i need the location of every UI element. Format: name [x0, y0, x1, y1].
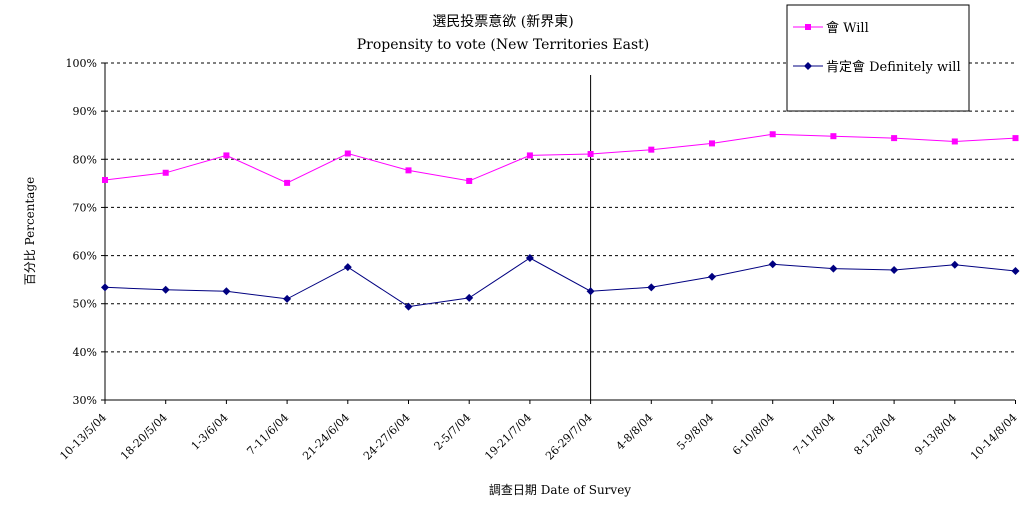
data-point-will	[102, 176, 108, 183]
data-point-definitely-will	[586, 287, 595, 296]
x-tick-label: 7-11/8/04	[791, 411, 838, 458]
x-tick-label: 18-20/5/04	[118, 411, 170, 463]
data-point-will	[162, 169, 169, 176]
x-tick-label: 24-27/6/04	[361, 411, 413, 463]
series-line	[104, 257, 1016, 308]
x-tick-label: 26-29/7/04	[543, 411, 595, 463]
y-tick-label: 30%	[73, 394, 97, 407]
y-tick-label: 40%	[73, 346, 97, 359]
x-tick-label: 21-24/6/04	[300, 411, 352, 463]
y-tick-label: 60%	[73, 250, 97, 263]
x-axis-label: 調查日期 Date of Survey	[489, 483, 631, 497]
y-tick-label: 100%	[66, 57, 97, 70]
data-point-will	[951, 138, 958, 145]
data-point-definitely-will	[950, 260, 959, 269]
data-point-will	[466, 177, 473, 184]
y-tick-label: 50%	[73, 298, 97, 311]
x-tick-label: 2-5/7/04	[432, 411, 474, 453]
x-tick-label: 7-11/6/04	[244, 411, 291, 458]
data-point-definitely-will	[890, 266, 899, 275]
data-point-definitely-will	[525, 253, 534, 262]
data-point-will	[223, 152, 230, 159]
data-point-definitely-will	[101, 283, 109, 292]
chart-subtitle: Propensity to vote (New Territories East…	[357, 37, 649, 53]
plot-area	[101, 75, 1020, 400]
data-point-will	[891, 135, 898, 142]
x-tick-label: 6-10/8/04	[730, 411, 777, 458]
data-point-will	[284, 179, 291, 186]
legend-label-definitely: 肯定會 Definitely will	[826, 60, 961, 75]
data-point-definitely-will	[343, 263, 352, 272]
data-point-definitely-will	[404, 302, 413, 311]
data-point-will	[769, 131, 776, 138]
y-axis: 30% 40% 50% 60% 70% 80% 90% 100%	[66, 57, 106, 407]
y-tick-label: 70%	[73, 201, 97, 214]
x-tick-label: 10-14/8/04	[968, 411, 1020, 463]
data-point-will	[830, 133, 837, 140]
data-point-will	[405, 167, 412, 174]
data-point-will	[709, 140, 715, 147]
x-tick-label: 10-13/5/04	[57, 411, 109, 463]
legend: 會 Will 肯定會 Definitely will	[786, 4, 970, 112]
x-tick-label: 5-9/8/04	[674, 411, 716, 453]
data-point-definitely-will	[647, 283, 656, 292]
data-point-will	[648, 146, 655, 153]
chart-title: 選民投票意欲 (新界東)	[432, 13, 573, 30]
data-point-definitely-will	[465, 293, 474, 302]
x-tick-label: 9-13/8/04	[912, 411, 959, 458]
data-point-will	[344, 150, 351, 157]
legend-marker-definitely	[804, 62, 812, 70]
data-point-definitely-will	[1011, 266, 1020, 275]
series-line	[104, 133, 1016, 184]
data-point-definitely-will	[829, 264, 838, 273]
y-tick-label: 90%	[73, 105, 97, 118]
x-axis: 10-13/5/04 18-20/5/04 1-3/6/04 7-11/6/04 21-…	[57, 399, 1020, 463]
x-tick-label: 19-21/7/04	[482, 411, 534, 463]
data-point-will	[1012, 135, 1019, 142]
data-point-definitely-will	[708, 272, 716, 281]
x-tick-label: 1-3/6/04	[189, 411, 231, 453]
legend-label-will: 會 Will	[826, 21, 869, 36]
data-point-definitely-will	[222, 287, 231, 296]
x-tick-label: 8-12/8/04	[851, 411, 898, 458]
legend-marker-will	[805, 24, 811, 30]
data-point-will	[587, 150, 594, 157]
x-tick-label: 4-8/8/04	[614, 411, 656, 453]
data-point-definitely-will	[283, 294, 292, 303]
y-tick-label: 80%	[73, 153, 97, 166]
data-point-definitely-will	[161, 285, 170, 294]
data-point-will	[526, 152, 533, 159]
y-axis-label: 百分比 Percentage	[23, 177, 37, 286]
data-point-definitely-will	[768, 260, 777, 269]
legend-box	[786, 4, 970, 112]
